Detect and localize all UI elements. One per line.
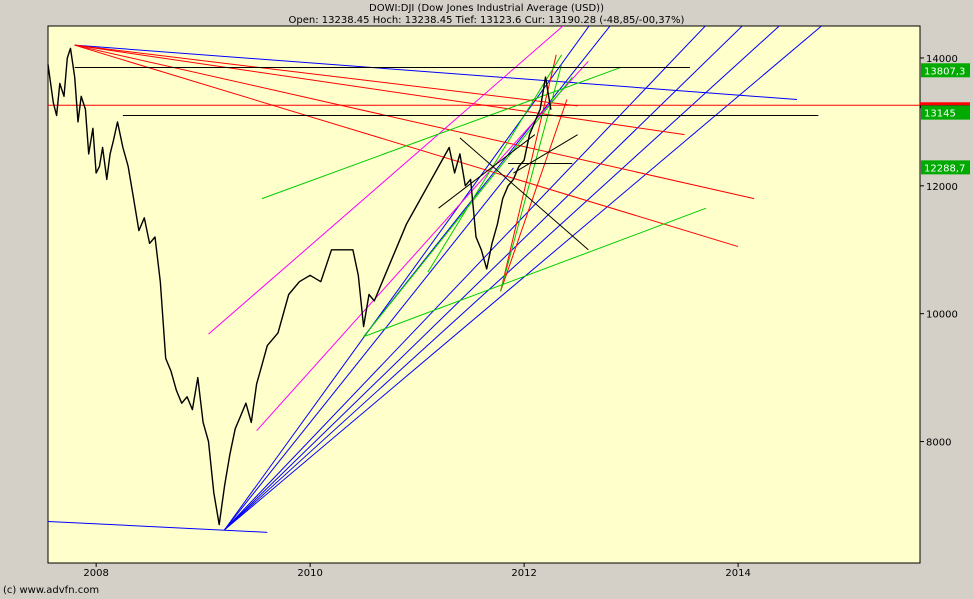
trend-line-26 bbox=[438, 134, 536, 209]
trend-line-13 bbox=[500, 99, 568, 292]
trend-line-16 bbox=[208, 26, 564, 335]
price-label-box-0 bbox=[921, 63, 970, 78]
trend-line-0 bbox=[48, 520, 268, 533]
trend-line-10 bbox=[74, 44, 755, 200]
trend-line-27 bbox=[459, 137, 589, 251]
trend-line-22 bbox=[500, 64, 563, 292]
price-label-1: 13145 bbox=[924, 109, 956, 120]
trend-line-12 bbox=[74, 44, 578, 107]
trend-line-3 bbox=[224, 26, 590, 531]
y-tick-label-8000: 8000 bbox=[926, 438, 951, 449]
trend-line-4 bbox=[224, 26, 706, 531]
trend-line-17 bbox=[256, 60, 589, 432]
current-price-bar-red bbox=[920, 102, 970, 106]
trend-line-5 bbox=[224, 26, 743, 531]
x-tick-label-2012: 2012 bbox=[511, 568, 536, 579]
trend-line-21 bbox=[427, 54, 562, 273]
trend-line-7 bbox=[224, 26, 823, 531]
trend-line-28 bbox=[513, 134, 578, 174]
price-label-2: 12288,7 bbox=[924, 163, 965, 174]
price-label-0: 13807,3 bbox=[924, 66, 965, 77]
trend-lines bbox=[48, 26, 920, 533]
x-tick-label-2010: 2010 bbox=[297, 568, 322, 579]
price-label-box-1 bbox=[921, 105, 970, 120]
y-tick-label-12000: 12000 bbox=[926, 182, 958, 193]
trend-line-18 bbox=[261, 67, 621, 200]
price-label-box-2 bbox=[921, 160, 970, 175]
trend-line-11 bbox=[74, 44, 685, 136]
x-tick-label-2014: 2014 bbox=[725, 568, 750, 579]
series-line-0 bbox=[47, 47, 552, 526]
y-tick-label-10000: 10000 bbox=[926, 310, 958, 321]
chart-subtitle: Open: 13238.45 Hoch: 13238.45 Tief: 1312… bbox=[288, 15, 685, 26]
trend-line-2 bbox=[224, 167, 514, 531]
price-markers: 13807,3 13145 12288,7 bbox=[920, 63, 970, 175]
axes: 2008 2010 2012 2014 8000 10000 12000 14000 bbox=[83, 54, 957, 579]
copyright: (c) www.advfn.com bbox=[3, 585, 100, 596]
chart-title: DOWI:DJI (Dow Jones Industrial Average (… bbox=[369, 3, 604, 14]
price-series bbox=[47, 47, 552, 526]
x-tick-label-2008: 2008 bbox=[83, 568, 108, 579]
trend-line-19 bbox=[363, 207, 707, 338]
y-tick-label-14000: 14000 bbox=[926, 54, 958, 65]
